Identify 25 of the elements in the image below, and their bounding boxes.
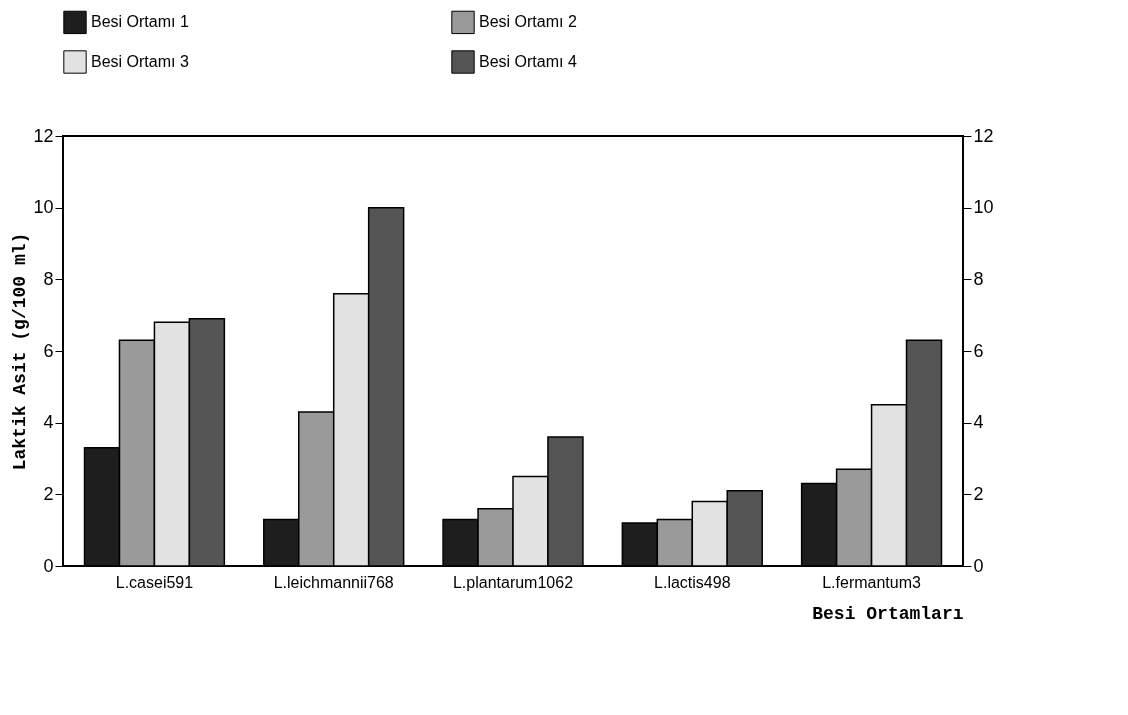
y-tick-label: 2: [43, 483, 54, 504]
y2-tick-label: 8: [973, 268, 984, 289]
legend-label: Besi Ortamı 4: [479, 53, 577, 70]
x-tick-label: L.leichmannii768: [273, 573, 394, 591]
legend-label: Besi Ortamı 2: [479, 13, 577, 31]
legend-label: Besi Ortamı 3: [91, 53, 189, 70]
y-axis-title: Laktik Asit (g/100 ml): [10, 232, 31, 471]
y-tick-label: 4: [43, 412, 54, 433]
y2-tick-label: 10: [973, 197, 994, 218]
x-tick-label: L.fermantum3: [822, 573, 922, 591]
x-tick-label: L.plantarum1062: [452, 573, 574, 591]
y2-tick-label: 4: [973, 412, 984, 433]
y-tick-label: 10: [33, 197, 54, 218]
x-tick-label: L.casei591: [115, 573, 194, 591]
y2-tick-label: 0: [973, 555, 984, 576]
y-tick-label: 0: [43, 555, 54, 576]
y2-tick-label: 12: [973, 125, 994, 146]
y2-tick-label: 6: [973, 340, 984, 361]
y-tick-label: 12: [33, 125, 54, 146]
y2-tick-label: 2: [973, 483, 984, 504]
y-tick-label: 8: [43, 268, 54, 289]
legend-label: Besi Ortamı 1: [91, 13, 189, 31]
x-axis-title: Besi Ortamları: [812, 603, 964, 624]
y-tick-label: 6: [43, 340, 54, 361]
x-tick-label: L.lactis498: [654, 573, 731, 591]
